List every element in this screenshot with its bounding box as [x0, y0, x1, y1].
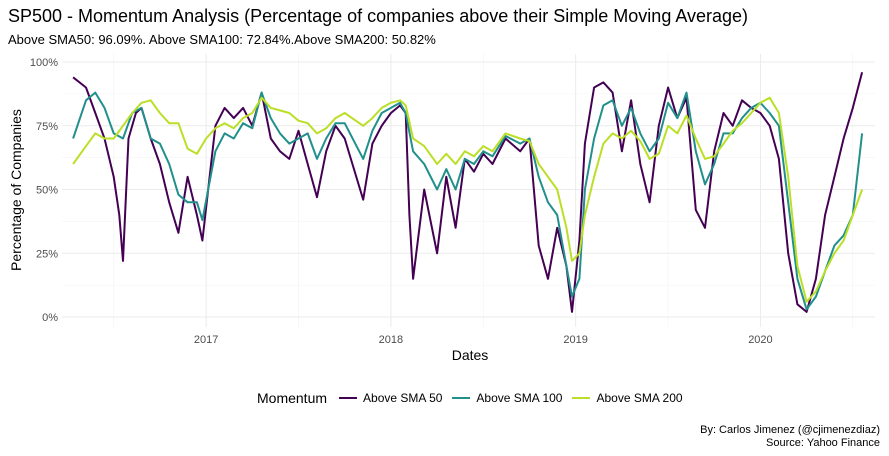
y-tick-label: 75% — [36, 121, 58, 133]
legend-item-sma50: Above SMA 50 — [339, 391, 442, 405]
x-tick-label: 2017 — [194, 334, 218, 346]
legend-key-sma50 — [339, 397, 358, 399]
series-line-sma100 — [72, 91, 864, 311]
legend-item-sma200: Above SMA 200 — [572, 391, 683, 405]
y-tick-label: 25% — [36, 248, 58, 260]
x-tick-label: 2019 — [563, 334, 587, 346]
x-axis-label: Dates — [451, 347, 489, 363]
legend-label-sma100: Above SMA 100 — [476, 391, 563, 405]
series-line-sma200 — [72, 96, 864, 303]
chart-subtitle: Above SMA50: 96.09%. Above SMA100: 72.84… — [8, 32, 436, 47]
caption-source: Source: Yahoo Finance — [766, 437, 880, 449]
legend-label-sma50: Above SMA 50 — [363, 391, 443, 405]
chart-title: SP500 - Momentum Analysis (Percentage of… — [8, 6, 749, 26]
legend-item-sma100: Above SMA 100 — [452, 391, 562, 405]
y-tick-label: 100% — [30, 57, 58, 69]
caption: By: Carlos Jimenez (@cjimenezdiaz) Sourc… — [700, 424, 880, 450]
legend-title: Momentum — [257, 390, 328, 406]
legend-key-sma100 — [452, 397, 471, 399]
y-tick-label: 50% — [36, 185, 58, 197]
series-line-sma50 — [72, 71, 864, 313]
x-tick-label: 2018 — [379, 334, 403, 346]
x-tick-label: 2020 — [748, 334, 772, 346]
legend-key-sma200 — [572, 397, 591, 399]
legend-label-sma200: Above SMA 200 — [596, 391, 683, 405]
legend: Momentum Above SMA 50 Above SMA 100 Abov… — [257, 390, 693, 406]
caption-author: By: Carlos Jimenez (@cjimenezdiaz) — [700, 424, 880, 436]
y-tick-label: 0% — [42, 312, 58, 324]
